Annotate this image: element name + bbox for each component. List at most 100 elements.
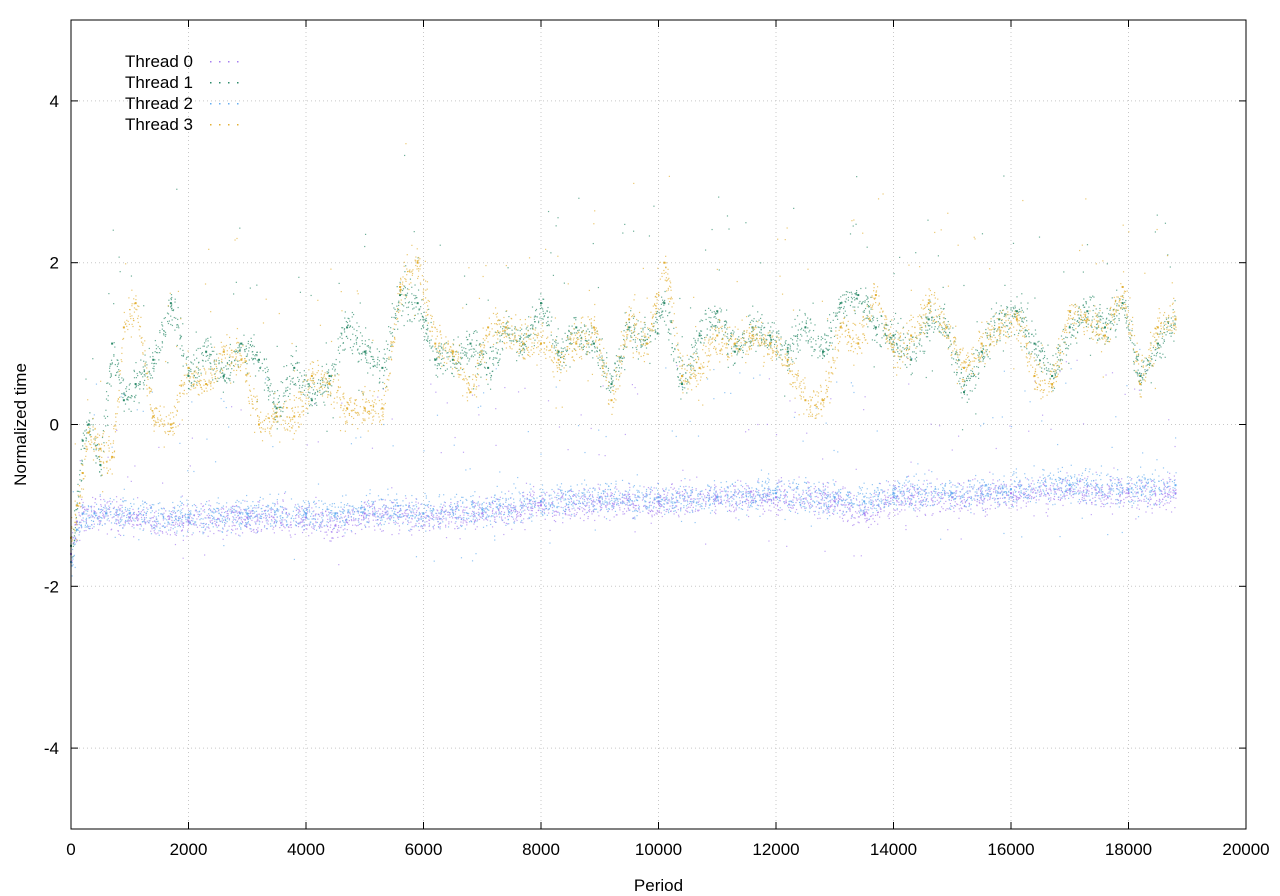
data-point: [776, 491, 778, 493]
data-point: [584, 339, 587, 342]
data-point: [875, 494, 877, 496]
data-point: [506, 322, 508, 324]
data-point: [516, 512, 519, 515]
data-point: [514, 326, 516, 328]
data-point: [1172, 492, 1174, 494]
data-point: [172, 521, 175, 524]
data-point: [148, 371, 150, 373]
data-point: [374, 510, 376, 512]
data-point: [352, 511, 354, 513]
data-point: [573, 332, 576, 334]
data-point: [658, 503, 660, 506]
data-point: [733, 491, 736, 493]
data-point: [961, 500, 963, 502]
data-point: [1169, 497, 1172, 499]
data-point: [516, 351, 518, 353]
data-point: [534, 504, 536, 506]
data-point: [821, 497, 824, 500]
data-point: [122, 396, 124, 399]
data-point: [289, 383, 292, 385]
data-point: [938, 497, 940, 499]
data-point: [203, 532, 205, 534]
data-point: [347, 324, 350, 326]
data-point: [577, 507, 579, 509]
data-point: [556, 352, 558, 355]
data-point: [1012, 491, 1014, 493]
data-point: [151, 517, 153, 519]
data-point: [1135, 486, 1137, 489]
data-point: [308, 405, 311, 407]
data-point: [355, 339, 357, 341]
data-point: [205, 523, 207, 525]
data-point: [80, 527, 83, 529]
data-point: [224, 525, 226, 527]
data-point: [118, 369, 120, 371]
data-point: [562, 347, 564, 350]
data-point: [678, 385, 680, 388]
data-point: [493, 520, 496, 522]
data-point: [162, 532, 164, 534]
data-point: [619, 492, 621, 494]
data-point: [676, 367, 679, 370]
data-point: [391, 316, 393, 318]
data-point: [375, 516, 377, 518]
data-point: [751, 495, 753, 498]
data-point: [842, 504, 844, 506]
data-point: [550, 320, 552, 322]
data-point: [239, 349, 241, 351]
data-point: [1146, 488, 1148, 490]
data-point: [273, 393, 275, 395]
data-point: [274, 391, 276, 393]
data-point: [834, 498, 836, 500]
data-point: [735, 503, 737, 505]
data-point: [998, 491, 1000, 493]
data-point: [297, 380, 300, 383]
data-point: [179, 337, 182, 339]
data-point: [1122, 489, 1124, 491]
data-point: [254, 375, 257, 377]
data-point: [76, 508, 79, 510]
data-point: [762, 499, 764, 501]
data-point: [648, 235, 651, 237]
data-point: [571, 325, 573, 327]
data-point: [272, 401, 274, 404]
data-point: [998, 505, 1000, 507]
data-point: [892, 485, 894, 487]
data-point: [79, 515, 81, 517]
data-point: [465, 352, 467, 354]
data-point: [556, 499, 558, 501]
data-point: [171, 324, 174, 327]
data-point: [624, 369, 626, 371]
data-point: [1126, 489, 1128, 491]
data-point: [586, 504, 588, 506]
data-point: [960, 500, 963, 503]
data-point: [500, 326, 502, 328]
data-point: [289, 388, 291, 390]
data-point: [455, 508, 457, 510]
data-point: [752, 495, 755, 497]
data-point: [1138, 500, 1140, 502]
data-point: [655, 506, 657, 509]
data-point: [273, 402, 275, 404]
data-point: [984, 511, 987, 513]
data-point: [581, 502, 584, 504]
data-point: [652, 326, 655, 328]
data-point: [289, 524, 291, 526]
data-point: [150, 530, 152, 532]
data-point: [99, 508, 101, 511]
data-point: [109, 500, 111, 502]
data-point: [1049, 487, 1051, 489]
data-point: [473, 351, 475, 353]
data-point: [319, 389, 321, 392]
data-point: [444, 369, 447, 372]
data-point: [237, 347, 239, 349]
data-point: [829, 495, 831, 497]
data-point: [408, 502, 410, 504]
data-point: [128, 520, 131, 522]
data-point: [535, 327, 537, 329]
data-point: [191, 519, 193, 522]
data-point: [81, 460, 83, 462]
data-point: [482, 353, 484, 355]
data-point: [1081, 498, 1083, 501]
data-point: [126, 398, 128, 400]
